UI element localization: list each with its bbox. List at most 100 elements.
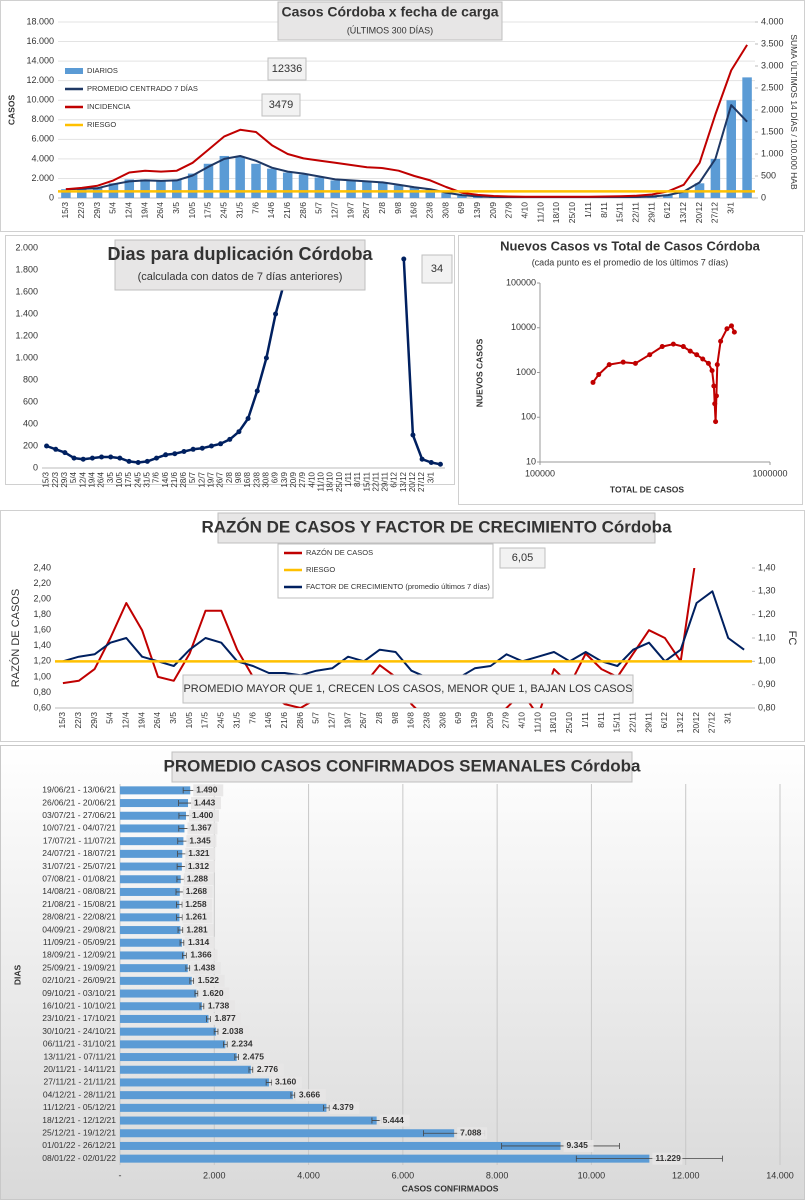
x-tick-label: 21/6: [279, 712, 289, 729]
x-tick-label: 13/9: [280, 471, 289, 487]
y-tick-label: 1000: [516, 367, 536, 377]
legend-box: [277, 543, 494, 599]
y-tick-label: 16.000: [26, 36, 54, 46]
bar: [120, 1014, 209, 1023]
bar: [120, 849, 183, 858]
y-tick-label: 100000: [506, 277, 536, 287]
value-label-box: [185, 847, 216, 860]
x-tick-label: 10/5: [187, 202, 197, 219]
value-label: 1.345: [189, 835, 211, 845]
y-tick-label: 23/10/21 - 17/10/21: [42, 1013, 116, 1023]
legend-label: DIARIOS: [87, 66, 118, 75]
point: [687, 348, 693, 354]
x-tick-label: 12/7: [197, 471, 206, 487]
x-tick-label: 27/9: [501, 712, 511, 729]
value-label-box: [563, 1139, 594, 1152]
legend-label: RIESGO: [87, 120, 116, 129]
x-tick-label: 27/12: [417, 471, 426, 492]
bar: [120, 1154, 650, 1163]
x-tick-label: 13/9: [472, 202, 482, 219]
y2-tick-label: 1.000: [761, 148, 784, 158]
value-label: 1.438: [194, 962, 216, 972]
x-tick-label: 3/1: [725, 202, 735, 214]
x-tick-label: 20/9: [485, 712, 495, 729]
bar: [298, 174, 309, 198]
x-tick-label: 11/10: [532, 712, 542, 733]
bar: [120, 976, 192, 985]
y-tick-label: 2,40: [33, 562, 51, 572]
point: [144, 458, 150, 464]
x-tick-label: 24/5: [133, 471, 142, 487]
bar: [120, 1129, 455, 1138]
x-tick-label: 26/7: [216, 471, 225, 487]
y-tick-label: 14.000: [26, 55, 54, 65]
error-bar: [213, 1028, 219, 1035]
value-label-box: [329, 1101, 360, 1114]
chart-title: Nuevos Casos vs Total de Casos Córdoba: [500, 238, 761, 253]
bar: [219, 155, 230, 198]
legend-label: PROMEDIO CENTRADO 7 DÍAS: [87, 84, 198, 93]
y2-tick-label: 500: [761, 170, 776, 180]
x-tick-label: 5/7: [188, 471, 197, 483]
y2-axis-label: FC: [786, 631, 798, 646]
weekly-chart: - 2.000 4.000 6.000 8.000 10.000 12.000 14.000 1…: [0, 745, 805, 1200]
panel-frame: [458, 235, 803, 505]
x-tick-label: 27/12: [707, 712, 717, 734]
annotation-box: [182, 674, 634, 704]
annotation-box: [267, 57, 307, 81]
x-tick-label: 26/4: [97, 471, 106, 487]
chart-title: PROMEDIO CASOS CONFIRMADOS SEMANALES Cór…: [164, 756, 642, 775]
y2-tick-label: 1,40: [758, 562, 776, 572]
bar: [346, 180, 356, 198]
error-bar: [234, 1054, 239, 1061]
x-tick-label: 16/8: [406, 712, 416, 729]
bar: [120, 1040, 226, 1049]
point: [163, 452, 169, 458]
y-tick-label: 13/11/21 - 07/11/21: [44, 1051, 117, 1061]
x-tick-label: 10/5: [115, 471, 124, 487]
point: [190, 446, 196, 452]
point: [724, 326, 730, 332]
y-tick-label: 1.600: [15, 286, 38, 296]
point: [590, 379, 596, 385]
value-label: 1.314: [188, 937, 210, 947]
x-tick-label: 28/6: [295, 712, 305, 729]
point: [606, 362, 612, 368]
bar: [156, 180, 166, 198]
bar: [282, 172, 293, 198]
x-tick-label: 17/5: [203, 202, 213, 219]
x-tick-label: 28/6: [298, 202, 308, 219]
value-label: 1.877: [214, 1013, 236, 1023]
value-label: 1.522: [198, 975, 220, 985]
y-tick-label: 2.000: [15, 242, 38, 252]
x-tick-label: 3/5: [171, 202, 181, 214]
y-tick-label: 26/06/21 - 20/06/21: [42, 797, 116, 807]
y2-tick-label: 0: [761, 192, 766, 202]
x-tick-label: 6/12: [390, 471, 399, 487]
y-tick-label: 20/11/21 - 14/11/21: [44, 1064, 117, 1074]
bar: [120, 913, 180, 922]
scatter-chart: 10 100 1000 10000 100000 100000 1000000 Nuevos …: [458, 235, 803, 505]
y-tick-label: 1.400: [15, 308, 38, 318]
point: [718, 338, 724, 344]
x-tick-label: 21/6: [170, 471, 179, 487]
value-label-box: [186, 835, 217, 848]
point: [236, 429, 242, 435]
point: [714, 362, 720, 368]
x-tick-label: 29/3: [89, 712, 99, 729]
x-tick-label: 31/5: [231, 712, 241, 729]
bar: [120, 1141, 561, 1150]
x-tick-label: 22/3: [76, 202, 86, 219]
x-tick-label: 3/5: [106, 471, 115, 483]
value-label-box: [204, 1000, 235, 1013]
x-tick-label: 3/1: [426, 471, 435, 483]
x-tick-label: 26/7: [358, 712, 368, 729]
x-tick-label: 6/9: [453, 712, 463, 724]
bar: [120, 1027, 217, 1036]
chart-title: Casos Córdoba x fecha de carga: [281, 4, 498, 20]
x-tick-label: 12.000: [672, 1170, 700, 1180]
x-tick-label: 2.000: [203, 1170, 226, 1180]
x-tick-label: 19/4: [87, 471, 96, 487]
x-tick-label: 22/3: [73, 712, 83, 729]
error-bar: [189, 977, 195, 984]
